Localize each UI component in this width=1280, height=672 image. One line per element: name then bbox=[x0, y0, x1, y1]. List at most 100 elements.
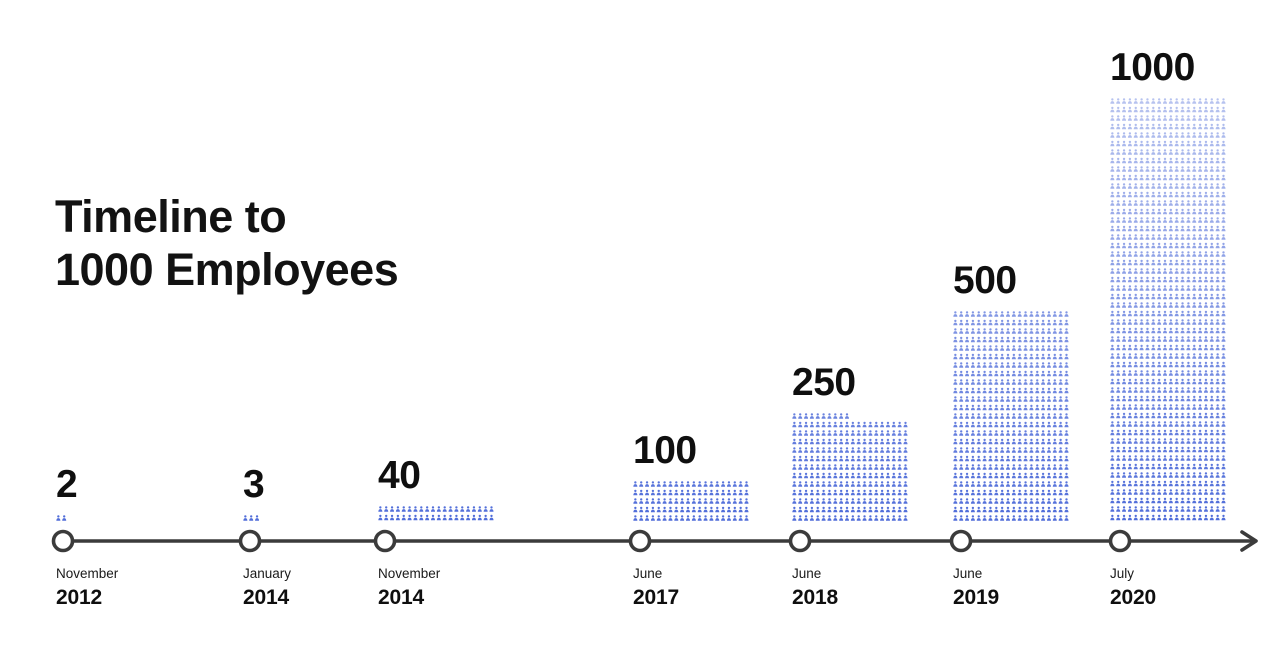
person-icon bbox=[1209, 310, 1214, 317]
person-icon bbox=[1151, 302, 1156, 308]
pictogram-row bbox=[1110, 293, 1226, 300]
person-icon bbox=[1133, 123, 1138, 130]
person-icon bbox=[959, 344, 964, 351]
person-icon bbox=[1192, 242, 1197, 249]
person-icon bbox=[1215, 412, 1220, 419]
person-icon bbox=[680, 506, 685, 512]
person-icon bbox=[1116, 489, 1121, 495]
person-icon bbox=[1122, 259, 1127, 266]
person-icon bbox=[1221, 489, 1226, 495]
person-icon bbox=[1203, 438, 1208, 444]
person-icon bbox=[1116, 387, 1121, 393]
person-icon bbox=[1005, 489, 1011, 495]
person-icon bbox=[1186, 234, 1191, 240]
pictogram-row bbox=[1110, 387, 1226, 393]
person-icon bbox=[1209, 455, 1214, 461]
person-icon bbox=[1168, 208, 1173, 215]
person-icon bbox=[1157, 344, 1162, 351]
person-icon bbox=[1192, 115, 1197, 121]
person-icon bbox=[1221, 446, 1226, 453]
person-icon bbox=[1198, 361, 1203, 368]
person-icon bbox=[1192, 293, 1197, 300]
person-icon bbox=[1180, 421, 1185, 427]
person-icon bbox=[891, 506, 896, 512]
person-icon bbox=[1133, 327, 1138, 334]
person-icon bbox=[897, 514, 902, 521]
person-icon bbox=[982, 404, 987, 410]
person-icon bbox=[1023, 463, 1028, 470]
person-icon bbox=[1215, 183, 1220, 189]
person-icon bbox=[732, 514, 737, 521]
person-icon bbox=[1133, 395, 1138, 402]
person-icon bbox=[1186, 166, 1191, 172]
person-icon bbox=[1198, 344, 1203, 351]
person-icon bbox=[1151, 344, 1156, 351]
person-icon bbox=[970, 319, 975, 325]
person-icon bbox=[976, 327, 981, 334]
person-icon bbox=[1139, 514, 1144, 521]
person-icon bbox=[1011, 421, 1016, 427]
person-icon bbox=[1011, 472, 1016, 478]
person-icon bbox=[1133, 157, 1138, 164]
person-icon bbox=[1168, 378, 1173, 385]
person-icon bbox=[982, 310, 987, 317]
person-icon bbox=[891, 472, 896, 478]
person-icon bbox=[1221, 480, 1226, 487]
pictogram-row bbox=[953, 514, 1069, 521]
person-icon bbox=[645, 506, 650, 512]
person-icon bbox=[407, 506, 412, 512]
person-icon bbox=[970, 480, 975, 487]
person-icon bbox=[959, 412, 964, 419]
pictogram-row bbox=[1110, 259, 1226, 266]
person-icon bbox=[1168, 234, 1173, 240]
person-icon bbox=[483, 514, 488, 521]
person-icon bbox=[1116, 421, 1121, 427]
person-icon bbox=[1180, 225, 1185, 232]
person-icon bbox=[1174, 208, 1179, 215]
person-icon bbox=[1221, 302, 1226, 308]
person-icon bbox=[1023, 344, 1028, 351]
pictogram-row bbox=[1110, 302, 1226, 308]
person-icon bbox=[1023, 370, 1028, 376]
person-icon bbox=[1046, 395, 1051, 402]
person-icon bbox=[1133, 251, 1138, 257]
person-icon bbox=[1209, 200, 1214, 206]
person-icon bbox=[662, 506, 667, 512]
person-icon bbox=[680, 514, 685, 521]
person-icon bbox=[1127, 404, 1132, 410]
person-icon bbox=[1029, 429, 1034, 436]
pictogram-row bbox=[1110, 200, 1226, 206]
person-icon bbox=[1000, 353, 1005, 359]
person-icon bbox=[1052, 395, 1057, 402]
person-icon bbox=[1133, 302, 1138, 308]
person-icon bbox=[994, 506, 999, 512]
person-icon bbox=[1127, 225, 1132, 232]
person-icon bbox=[1203, 234, 1208, 240]
person-icon bbox=[850, 497, 855, 504]
person-icon bbox=[1209, 106, 1214, 113]
person-icon bbox=[792, 514, 797, 521]
person-icon bbox=[1151, 191, 1156, 198]
person-icon bbox=[982, 319, 987, 325]
person-icon bbox=[1186, 429, 1191, 436]
person-icon bbox=[1127, 242, 1132, 249]
pictogram-row bbox=[1110, 455, 1226, 461]
person-icon bbox=[1157, 140, 1162, 147]
person-icon bbox=[1186, 438, 1191, 444]
person-icon bbox=[1133, 480, 1138, 487]
person-icon bbox=[1192, 123, 1197, 130]
pictogram-grid bbox=[633, 480, 749, 521]
person-icon bbox=[1186, 404, 1191, 410]
person-icon bbox=[792, 421, 797, 427]
person-icon bbox=[1186, 395, 1191, 402]
person-icon bbox=[1029, 378, 1034, 385]
person-icon bbox=[1198, 293, 1203, 300]
person-icon bbox=[1186, 480, 1191, 487]
person-icon bbox=[1127, 251, 1132, 257]
person-icon bbox=[1186, 387, 1191, 393]
person-icon bbox=[1005, 421, 1011, 427]
person-icon bbox=[1168, 438, 1173, 444]
person-icon bbox=[809, 446, 814, 453]
person-icon bbox=[1035, 497, 1040, 504]
person-icon bbox=[850, 446, 855, 453]
